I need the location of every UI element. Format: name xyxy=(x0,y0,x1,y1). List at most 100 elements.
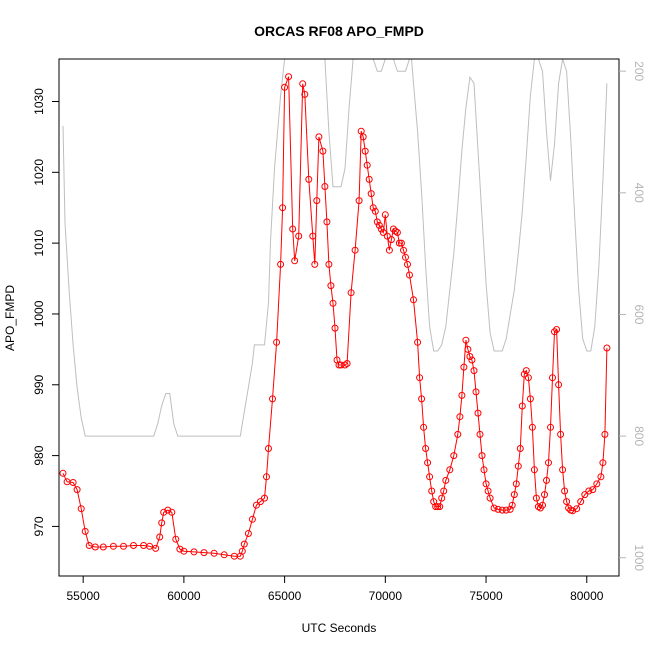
data-point xyxy=(331,324,339,332)
data-point xyxy=(367,190,375,198)
data-point xyxy=(577,498,585,506)
y2-tick-label: 400 xyxy=(632,183,646,203)
y-tick-label: 1030 xyxy=(32,88,46,115)
data-point xyxy=(434,503,442,511)
data-point xyxy=(363,161,371,169)
data-point xyxy=(468,356,476,364)
data-point xyxy=(549,374,556,382)
y-tick-label: 970 xyxy=(32,516,46,536)
y2-tick-label: 200 xyxy=(632,61,646,81)
data-point xyxy=(418,395,426,403)
data-point xyxy=(172,535,180,543)
data-point xyxy=(557,430,565,438)
data-point xyxy=(381,211,389,219)
data-point xyxy=(361,147,369,155)
data-point xyxy=(402,253,409,261)
primary-line xyxy=(62,76,608,557)
data-point xyxy=(585,487,593,495)
data-point xyxy=(323,218,331,226)
data-point xyxy=(522,367,530,375)
data-point xyxy=(432,503,440,511)
data-point xyxy=(524,374,532,382)
data-point xyxy=(442,476,450,484)
data-point xyxy=(599,459,607,467)
data-point xyxy=(69,479,77,486)
data-point xyxy=(379,229,387,236)
data-point xyxy=(355,197,363,205)
data-point xyxy=(573,505,581,513)
data-point xyxy=(359,133,367,141)
data-point xyxy=(299,80,307,88)
data-point xyxy=(305,175,313,183)
data-point xyxy=(601,430,609,438)
data-point xyxy=(329,299,337,307)
data-point xyxy=(502,506,510,514)
data-point xyxy=(309,232,317,240)
data-point xyxy=(406,271,413,279)
data-point xyxy=(261,494,268,502)
data-point xyxy=(555,381,563,389)
primary-series xyxy=(59,73,611,560)
data-point xyxy=(313,197,321,205)
data-point xyxy=(462,336,470,344)
data-point xyxy=(347,289,355,297)
data-point xyxy=(526,395,534,403)
data-point xyxy=(343,360,351,367)
x-tick-label: 75000 xyxy=(469,589,503,603)
data-point xyxy=(273,338,281,346)
data-point xyxy=(514,462,522,470)
data-point xyxy=(543,476,550,484)
data-point xyxy=(91,543,99,551)
data-point xyxy=(263,473,270,481)
data-point xyxy=(395,239,403,247)
data-point xyxy=(351,246,359,254)
data-point xyxy=(516,445,524,452)
data-point xyxy=(365,175,373,183)
data-point xyxy=(397,239,405,247)
data-point xyxy=(490,504,498,512)
data-point xyxy=(279,204,287,212)
data-point xyxy=(539,501,546,509)
data-point xyxy=(190,548,198,556)
data-point xyxy=(569,507,577,515)
data-point xyxy=(414,338,422,346)
data-point xyxy=(563,498,571,506)
data-point xyxy=(387,236,395,244)
x-axis: 55000 60000 65000 70000 75000 80000 xyxy=(66,576,604,603)
data-point xyxy=(506,505,514,513)
data-point xyxy=(551,328,558,336)
data-point xyxy=(422,445,430,452)
x-tick-label: 55000 xyxy=(66,589,100,603)
data-point xyxy=(244,530,252,537)
data-point xyxy=(400,246,407,254)
data-point xyxy=(466,353,474,360)
secondary-series xyxy=(62,58,608,437)
data-point xyxy=(482,480,490,488)
data-point xyxy=(518,402,526,410)
y2-tick-label: 600 xyxy=(632,304,646,324)
x-axis-label: UTC Seconds xyxy=(302,621,377,635)
data-point xyxy=(410,296,417,304)
data-point xyxy=(281,83,289,91)
data-point xyxy=(168,508,176,516)
data-point xyxy=(158,519,166,527)
data-point xyxy=(510,491,518,499)
x-tick-label: 60000 xyxy=(167,589,201,603)
data-point xyxy=(520,370,528,378)
data-point xyxy=(464,345,472,353)
data-point xyxy=(301,90,309,98)
y2-tick-label: 800 xyxy=(632,426,646,446)
data-point xyxy=(440,487,448,495)
data-point xyxy=(176,545,184,553)
data-point xyxy=(269,395,276,403)
data-point xyxy=(99,543,107,551)
data-point xyxy=(238,547,246,555)
data-point xyxy=(295,232,303,240)
data-point xyxy=(109,542,117,550)
data-point xyxy=(160,508,168,516)
data-point xyxy=(486,494,494,502)
y-tick-label: 990 xyxy=(32,374,46,394)
data-point xyxy=(561,487,569,495)
data-point xyxy=(530,466,538,474)
